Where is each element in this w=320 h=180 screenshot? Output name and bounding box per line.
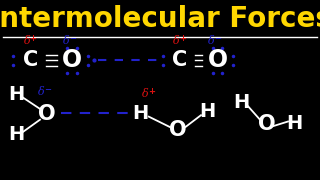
Text: O: O — [37, 104, 55, 124]
Text: δ: δ — [142, 89, 149, 99]
Text: δ: δ — [63, 35, 70, 46]
Text: C: C — [172, 50, 187, 70]
Text: δ: δ — [208, 35, 215, 46]
Text: H: H — [8, 125, 24, 145]
Text: −: − — [44, 85, 51, 94]
Text: H: H — [133, 103, 149, 123]
Text: H: H — [234, 93, 250, 112]
Text: −: − — [69, 34, 76, 43]
Text: H: H — [286, 114, 302, 133]
Text: δ: δ — [38, 87, 45, 97]
Text: δ: δ — [24, 35, 31, 46]
Text: Intermolecular Forces: Intermolecular Forces — [0, 5, 320, 33]
Text: δ: δ — [173, 35, 180, 46]
Text: O: O — [169, 120, 187, 141]
Text: O: O — [208, 48, 228, 72]
Text: O: O — [62, 48, 82, 72]
Text: +: + — [148, 87, 155, 96]
Text: C: C — [23, 50, 38, 70]
Text: O: O — [258, 114, 276, 134]
Text: H: H — [8, 85, 24, 104]
Text: +: + — [29, 34, 36, 43]
Text: −: − — [214, 34, 221, 43]
Text: H: H — [199, 102, 215, 121]
Text: +: + — [179, 34, 186, 43]
